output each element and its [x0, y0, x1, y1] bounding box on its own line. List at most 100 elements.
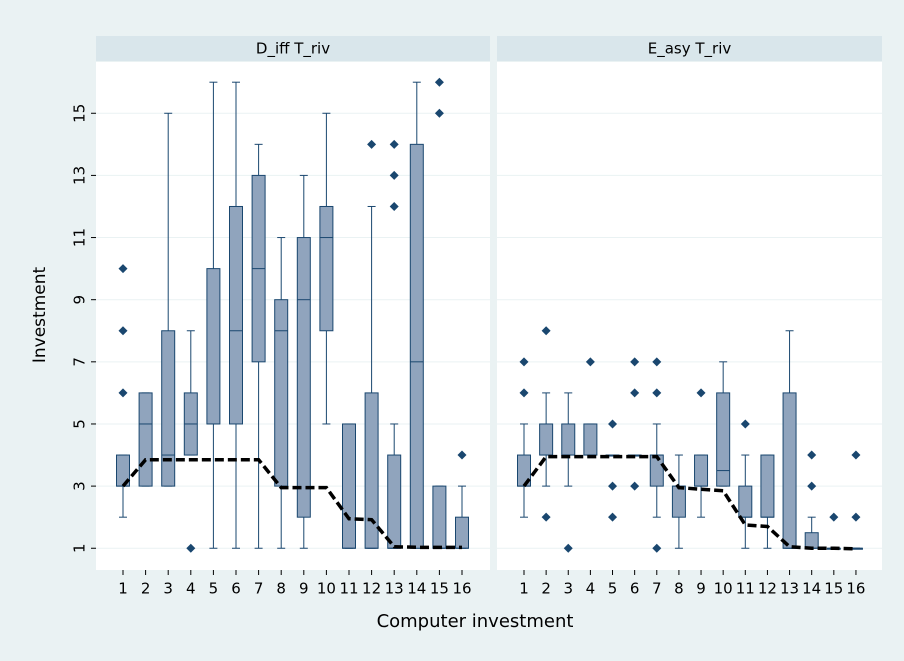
outlier — [389, 170, 399, 180]
box — [583, 423, 598, 456]
box — [432, 485, 447, 549]
box — [342, 423, 356, 549]
y-tick-label: 9 — [71, 295, 89, 305]
x-tick-label: 15 — [824, 580, 843, 598]
x-tick-label: 4 — [186, 580, 196, 598]
box — [716, 392, 731, 487]
outlier — [829, 512, 839, 522]
outlier — [519, 357, 529, 367]
outlier — [118, 326, 128, 336]
outlier — [696, 388, 706, 398]
x-tick-label: 11 — [736, 580, 755, 598]
box — [649, 454, 664, 487]
outlier — [630, 481, 640, 491]
outlier — [389, 139, 399, 149]
y-tick-label: 13 — [71, 166, 89, 185]
x-tick-label: 10 — [317, 580, 336, 598]
x-tick-label: 2 — [541, 580, 551, 598]
x-tick-label: 4 — [586, 580, 596, 598]
plot-area — [96, 62, 490, 570]
x-tick-label: 2 — [141, 580, 151, 598]
box — [364, 392, 379, 549]
box — [296, 237, 311, 518]
x-tick-label: 10 — [714, 580, 733, 598]
box — [539, 423, 554, 456]
box — [782, 392, 797, 549]
outlier — [608, 512, 618, 522]
outlier — [519, 388, 529, 398]
panel-header — [96, 36, 490, 61]
outlier — [118, 388, 128, 398]
outlier — [434, 77, 444, 87]
x-tick-label: 1 — [118, 580, 128, 598]
x-tick-label: 14 — [407, 580, 426, 598]
box — [671, 485, 686, 518]
y-tick-label: 1 — [71, 543, 89, 553]
x-tick-label: 9 — [299, 580, 309, 598]
outlier — [652, 543, 662, 553]
outlier — [457, 450, 467, 460]
x-tick-label: 1 — [519, 580, 529, 598]
box — [161, 330, 176, 487]
panel-title: E_asy T_riv — [648, 40, 732, 59]
outlier — [630, 388, 640, 398]
x-tick-label: 12 — [362, 580, 381, 598]
box — [738, 485, 753, 518]
outlier — [563, 543, 573, 553]
box — [804, 532, 819, 549]
outlier — [186, 543, 196, 553]
outlier — [367, 139, 377, 149]
x-tick-label: 9 — [696, 580, 706, 598]
outlier — [608, 481, 618, 491]
x-tick-label: 15 — [430, 580, 449, 598]
outlier — [118, 264, 128, 274]
outlier — [807, 450, 817, 460]
x-tick-label: 7 — [254, 580, 264, 598]
box — [455, 516, 469, 549]
box — [387, 454, 402, 549]
outlier — [851, 450, 861, 460]
outlier — [389, 201, 399, 211]
x-tick-label: 7 — [652, 580, 662, 598]
box — [138, 392, 153, 487]
outlier — [434, 108, 444, 118]
box — [229, 205, 243, 425]
box — [319, 205, 334, 332]
fitted-line — [121, 457, 462, 550]
box — [409, 143, 424, 549]
x-tick-label: 11 — [339, 580, 358, 598]
x-tick-label: 14 — [802, 580, 821, 598]
x-axis-label: Computer investment — [377, 611, 574, 632]
fitted-line — [522, 454, 856, 551]
box — [694, 454, 709, 487]
outlier — [851, 512, 861, 522]
outlier — [541, 512, 551, 522]
y-tick-label: 3 — [71, 481, 89, 491]
plot-area — [497, 62, 882, 570]
outlier — [608, 419, 618, 429]
box — [206, 268, 221, 425]
x-tick-label: 5 — [608, 580, 618, 598]
panel-title: D_iff T_riv — [256, 40, 330, 59]
x-tick-label: 8 — [276, 580, 286, 598]
x-tick-label: 16 — [452, 580, 471, 598]
outlier — [807, 481, 817, 491]
outlier — [630, 357, 640, 367]
outlier — [652, 357, 662, 367]
panel-header — [497, 36, 882, 61]
outlier — [652, 388, 662, 398]
x-tick-label: 13 — [780, 580, 799, 598]
x-tick-label: 3 — [163, 580, 173, 598]
y-tick-label: 5 — [71, 419, 89, 429]
outlier — [740, 419, 750, 429]
y-tick-label: 11 — [71, 228, 89, 247]
x-tick-label: 16 — [846, 580, 865, 598]
x-tick-label: 8 — [674, 580, 684, 598]
x-tick-label: 6 — [231, 580, 241, 598]
box — [561, 423, 576, 456]
box — [760, 454, 775, 518]
outlier — [541, 326, 551, 336]
x-tick-label: 3 — [563, 580, 573, 598]
x-tick-label: 12 — [758, 580, 777, 598]
